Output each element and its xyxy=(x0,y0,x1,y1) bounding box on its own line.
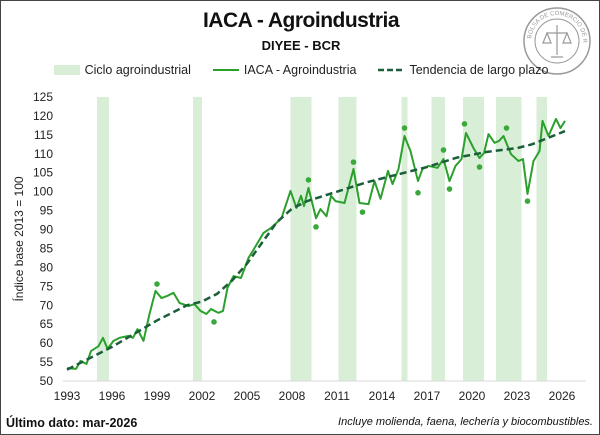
legend-label: IACA - Agroindustria xyxy=(243,63,357,77)
turning-point-dot xyxy=(401,125,408,131)
y-tick-label: 120 xyxy=(33,109,53,123)
cycle-band xyxy=(401,97,408,381)
legend-swatch-line xyxy=(212,69,239,71)
legend-swatch-band xyxy=(53,65,80,75)
cycle-band xyxy=(338,97,357,381)
y-tick-label: 125 xyxy=(33,90,53,104)
x-tick-label: 2020 xyxy=(459,389,486,403)
legend-item-series: IACA - Agroindustria xyxy=(212,63,357,77)
turning-point-dot xyxy=(461,121,468,127)
cycle-band xyxy=(536,97,547,381)
y-tick-label: 110 xyxy=(34,147,53,161)
cycle-band xyxy=(431,97,445,381)
turning-point-dot xyxy=(524,198,531,204)
y-axis-label: Índice base 2013 = 100 xyxy=(11,176,26,301)
x-tick-label: 2026 xyxy=(549,389,576,403)
bcr-seal-logo: BOLSA DE COMERCIO DE ROSARIO xyxy=(521,5,591,75)
chart-subtitle: DIYEE - BCR xyxy=(261,38,341,53)
turning-point-dot xyxy=(154,281,160,287)
footnote: Incluye molienda, faena, lechería y bioc… xyxy=(338,416,593,428)
cycle-band xyxy=(290,97,312,381)
trend-line xyxy=(66,129,566,371)
cycle-band xyxy=(463,97,484,381)
chart-legend: Ciclo agroindustrial IACA - Agroindustri… xyxy=(1,63,599,77)
y-tick-label: 75 xyxy=(40,279,54,293)
x-tick-label: 2008 xyxy=(279,389,306,403)
y-tick-label: 95 xyxy=(40,204,54,218)
plot-area: 50 55 60 65 70 75 80 85 90 95 100 105 110 115 120 125 1… xyxy=(11,90,586,403)
cycle-band xyxy=(97,97,109,381)
x-tick-label: 2014 xyxy=(369,389,396,403)
chart-title: IACA - Agroindustria xyxy=(202,9,400,32)
cycle-band xyxy=(496,97,522,381)
legend-swatch-dashed xyxy=(378,68,405,72)
legend-label: Tendencia de largo plazo xyxy=(409,63,549,77)
turning-point-dot xyxy=(476,164,483,170)
legend-item-band: Ciclo agroindustrial xyxy=(53,63,191,77)
x-tick-label: 1993 xyxy=(54,389,81,403)
y-tick-label: 65 xyxy=(40,317,54,331)
turning-point-dot xyxy=(313,224,319,230)
x-tick-label: 1999 xyxy=(144,389,171,403)
iaca-series-line xyxy=(66,117,566,370)
turning-point-dot xyxy=(415,190,421,196)
turning-point-dot xyxy=(440,147,447,153)
legend-item-trend: Tendencia de largo plazo xyxy=(378,63,548,77)
x-tick-label: 2002 xyxy=(189,389,216,403)
y-tick-label: 70 xyxy=(40,298,54,312)
y-tick-label: 80 xyxy=(40,260,54,274)
y-tick-label: 50 xyxy=(40,374,54,388)
turning-point-dot xyxy=(211,319,217,325)
cycle-band xyxy=(193,97,202,381)
last-data-label: Último dato: mar-2026 xyxy=(6,416,138,430)
x-tick-label: 2005 xyxy=(234,389,261,403)
y-tick-label: 85 xyxy=(40,241,54,255)
turning-point-dot xyxy=(446,186,453,192)
y-tick-label: 90 xyxy=(40,223,54,237)
x-tick-label: 2023 xyxy=(504,389,531,403)
y-tick-label: 105 xyxy=(33,166,53,180)
x-tick-label: 2011 xyxy=(324,389,350,403)
turning-point-dot xyxy=(503,125,510,131)
y-tick-label: 55 xyxy=(40,355,54,369)
turning-point-dot xyxy=(359,209,366,215)
turning-point-dot xyxy=(305,177,312,183)
x-tick-label: 2017 xyxy=(414,389,441,403)
y-tick-label: 60 xyxy=(40,336,54,350)
x-tick-label: 1996 xyxy=(99,389,126,403)
turning-point-dot xyxy=(350,159,357,165)
y-tick-label: 100 xyxy=(33,185,53,199)
legend-label: Ciclo agroindustrial xyxy=(84,63,191,77)
y-tick-label: 115 xyxy=(34,128,53,142)
